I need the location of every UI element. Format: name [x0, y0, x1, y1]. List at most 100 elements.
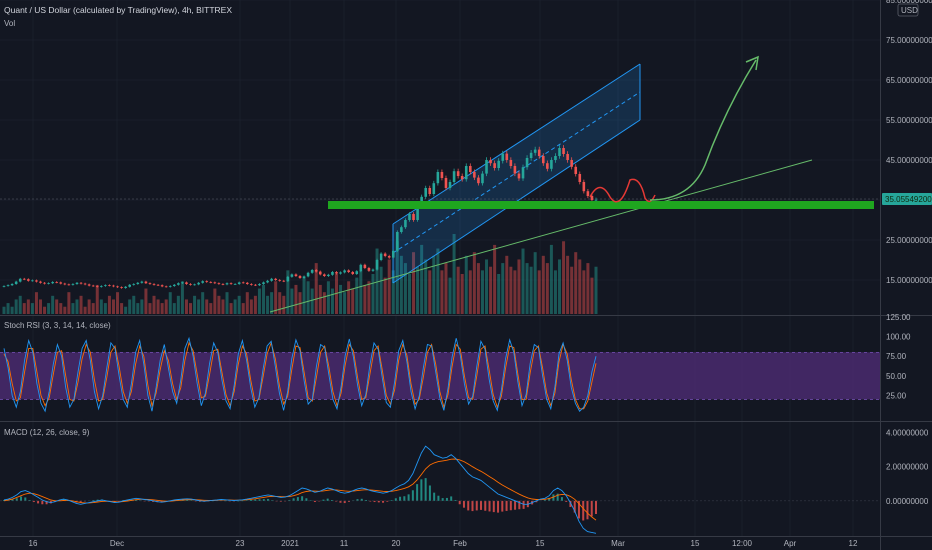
macd-histogram-bar [245, 500, 248, 501]
macd-histogram-bar [595, 500, 597, 514]
volume-bar [395, 241, 399, 314]
candle-body [314, 270, 318, 272]
candle-body [51, 282, 54, 284]
volume-bar [485, 259, 489, 314]
volume-bar [217, 295, 221, 314]
candle-body [400, 227, 403, 232]
volume-bar [562, 241, 566, 314]
macd-signal-line [3, 458, 597, 521]
macd-histogram-bar [543, 499, 546, 501]
channel-upper-line[interactable] [392, 63, 641, 225]
candle-body [201, 281, 204, 283]
trendline-support[interactable] [269, 159, 813, 313]
candle-body [241, 282, 245, 284]
candle-body [452, 171, 456, 182]
price-candles [2, 145, 598, 289]
candle-body [233, 284, 237, 285]
volume-bar [432, 255, 436, 314]
macd-histogram-bar [292, 498, 295, 501]
volume-bar [566, 255, 570, 314]
candle-body [525, 158, 529, 168]
macd-histogram-bar [505, 500, 508, 511]
candle-body [116, 286, 119, 288]
macd-histogram-bar [471, 500, 474, 512]
volume-bar [472, 252, 476, 314]
volume-bar [339, 284, 343, 314]
macd-histogram-bar [326, 498, 329, 501]
volume-bar [521, 248, 525, 314]
volume-bar [47, 303, 51, 314]
candle-body [209, 282, 213, 283]
candle-body [75, 282, 79, 284]
candle-body [278, 280, 282, 281]
macd-histogram-bar [262, 499, 265, 501]
macd-histogram-bar [565, 500, 568, 502]
candle-body [148, 283, 152, 284]
candle-body [546, 163, 549, 169]
candle-body [582, 182, 586, 192]
volume-bar [537, 270, 541, 314]
macd-histogram-bar [45, 500, 48, 505]
volume-bar [586, 263, 590, 314]
candle-body [112, 285, 115, 287]
macd-histogram-bar [360, 498, 363, 501]
currency-badge-label: USD [901, 6, 918, 15]
macd-histogram-bar [573, 500, 576, 513]
volume-bar [180, 281, 184, 314]
candle-body [318, 271, 322, 275]
chart-title: Quant / US Dollar (calculated by Trading… [4, 5, 232, 15]
macd-histogram-bar [454, 499, 457, 501]
macd-histogram-bar [382, 500, 385, 503]
volume-bar [128, 299, 132, 314]
macd-tick-label: 2.00000000 [886, 463, 929, 472]
candle-body [570, 160, 573, 167]
macd-histogram-bar [492, 500, 495, 513]
ascending-channel[interactable] [393, 64, 640, 283]
currency-badge[interactable]: USD [897, 3, 919, 17]
macd-tick-label: 4.00000000 [886, 429, 929, 438]
volume-bar [257, 288, 261, 314]
volume-bar [383, 277, 387, 314]
volume-bar [30, 303, 34, 314]
candle-body [440, 172, 444, 178]
last-price-tag: 35.05549200 [882, 193, 932, 205]
candle-body [27, 279, 30, 281]
candle-body [558, 148, 561, 156]
time-tick-label: 2021 [281, 539, 299, 548]
macd-histogram-bar [411, 490, 414, 501]
stoch-rsi-axis[interactable]: 25.00 50.00 75.00 100.00 125.00 [886, 313, 911, 400]
macd-histogram-bar [343, 500, 346, 504]
time-axis[interactable]: 16 Dec 23 2021 11 20 Feb 15 Mar 15 12:00 Apr 12 [29, 539, 858, 548]
candle-body [245, 282, 249, 284]
candle-body [71, 284, 75, 285]
volume-bar [330, 288, 334, 314]
channel-median-line[interactable] [392, 91, 641, 254]
macd-histogram-bar [514, 500, 517, 510]
volume-bar [205, 299, 209, 314]
volume-bar [197, 299, 201, 314]
macd-histogram-bar [160, 500, 163, 503]
volume-bar [2, 306, 6, 314]
stoch-rsi-tick-label: 25.00 [886, 391, 907, 400]
macd-histogram-bar [66, 500, 69, 502]
time-tick-label: Mar [611, 539, 625, 548]
candle-body [306, 272, 310, 277]
projection-arrow-path[interactable] [649, 59, 757, 201]
candle-body [290, 274, 294, 277]
volume-bar [193, 295, 197, 314]
candle-body [501, 153, 505, 161]
support-zone-rectangle[interactable] [328, 201, 874, 209]
volume-bar [63, 306, 67, 314]
candle-body [22, 278, 26, 280]
candle-body [359, 264, 363, 272]
macd-axis[interactable]: 0.00000000 2.00000000 4.00000000 [886, 429, 929, 506]
macd-histogram-bar [569, 500, 572, 507]
volume-bar [38, 299, 42, 314]
candle-body [181, 282, 184, 284]
macd-histogram-bar [433, 492, 436, 501]
candle-body [282, 280, 286, 282]
candle-body [424, 188, 427, 197]
forecast-curve[interactable] [589, 178, 656, 203]
volume-bar [229, 303, 233, 314]
